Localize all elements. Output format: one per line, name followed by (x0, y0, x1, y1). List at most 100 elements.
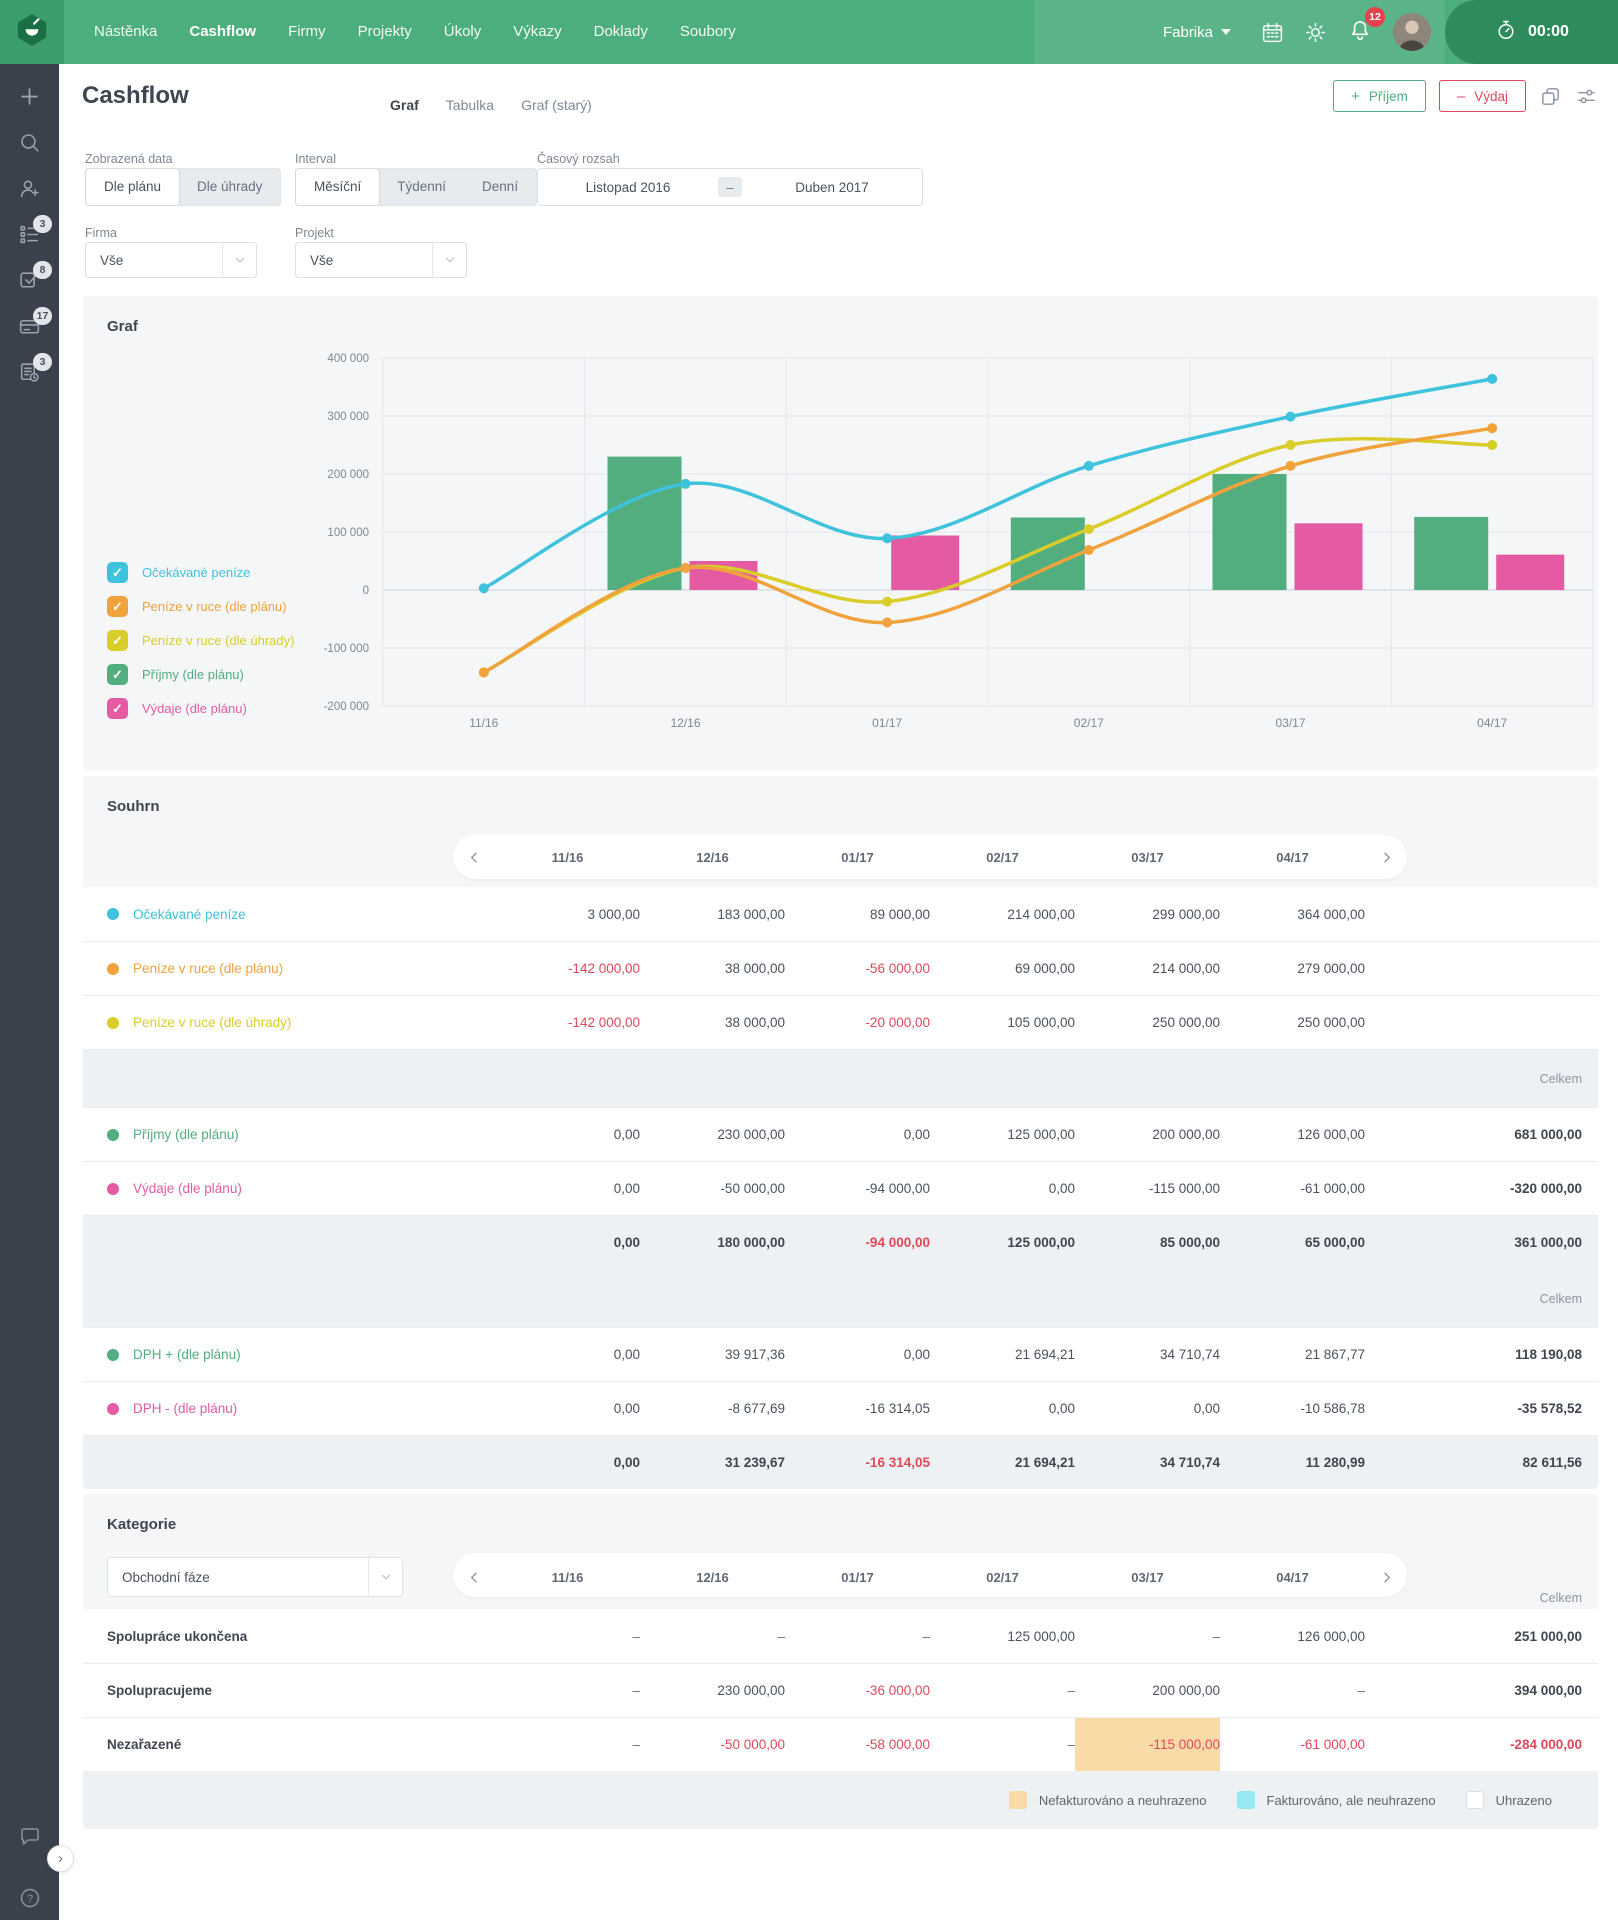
project-select-value: Vše (310, 252, 334, 268)
company-select[interactable]: Vše (85, 242, 257, 278)
value-cell: 200 000,00 (1152, 1683, 1220, 1698)
chat-button[interactable] (0, 1824, 59, 1848)
tab-graf[interactable]: Graf (390, 97, 419, 113)
value-cell: – (1067, 1737, 1075, 1752)
row-label: Očekávané peníze (83, 907, 453, 922)
plus-icon (17, 84, 42, 114)
series-dot (107, 1402, 119, 1415)
value-cell: 3 000,00 (587, 906, 640, 922)
timer-value: 00:00 (1528, 23, 1569, 40)
sidebar-plus-button[interactable] (0, 76, 59, 122)
legend-item-vydaje-dle-planu[interactable]: ✓ Výdaje (dle plánu) (107, 698, 294, 719)
nav-item-cashflow[interactable]: Cashflow (189, 23, 257, 40)
sidebar-document-clock-button[interactable]: 3 (0, 352, 59, 398)
value-cell: 126 000,00 (1297, 1127, 1365, 1142)
legend-item-prijmy-dle-planu[interactable]: ✓ Příjmy (dle plánu) (107, 664, 294, 685)
segment-dle-planu[interactable]: Dle plánu (85, 168, 181, 206)
months-next-button[interactable] (1365, 850, 1407, 865)
nav-item-vykazy[interactable]: Výkazy (513, 23, 562, 40)
nav-item-projekty[interactable]: Projekty (357, 23, 412, 40)
add-expense-button[interactable]: – Výdaj (1438, 80, 1526, 112)
category-type-value: Obchodní fáze (122, 1569, 210, 1585)
sidebar-task-check-button[interactable]: 8 (0, 260, 59, 306)
value-cell: 250 000,00 (1152, 1015, 1220, 1030)
main-navigation: Nástěnka Cashflow Firmy Projekty Úkoly Výkazy… (78, 0, 752, 64)
chevron-down-icon (432, 243, 466, 277)
gear-icon[interactable] (1303, 20, 1328, 45)
chevron-down-icon (368, 1558, 402, 1596)
status-swatch (1465, 1791, 1484, 1809)
value-cell: 125 000,00 (1007, 1235, 1075, 1250)
month-column-header: 11/16 (551, 849, 584, 865)
table-row: DPH - (dle plánu) 0,00 -8 677,69 -16 314,05… (83, 1381, 1598, 1435)
sidebar-search-button[interactable] (0, 122, 59, 168)
nav-item-doklady[interactable]: Doklady (593, 23, 648, 40)
value-cell: -10 586,78 (1300, 1401, 1365, 1416)
legend-item-penize-v-ruce-dle-planu[interactable]: ✓ Peníze v ruce (dle plánu) (107, 596, 294, 617)
months-header: 11/16 12/16 01/17 02/17 03/17 04/17 (83, 827, 1598, 887)
nav-item-ukoly[interactable]: Úkoly (443, 23, 482, 40)
legend-item-ocekavane-penize[interactable]: ✓ Očekávané peníze (107, 562, 294, 583)
segment-dle-uhrady[interactable]: Dle úhrady (197, 179, 263, 194)
search-icon (17, 130, 42, 160)
value-cell: -50 000,00 (720, 1181, 785, 1196)
value-cell: 65 000,00 (1304, 1235, 1365, 1250)
tab-graf-stary[interactable]: Graf (starý) (521, 97, 592, 113)
svg-text:200 000: 200 000 (327, 469, 369, 481)
category-name: Spolupracujeme (107, 1683, 213, 1698)
months-next-button[interactable] (1365, 1570, 1407, 1585)
segment-tydenni[interactable]: Týdenní (397, 179, 447, 194)
month-column-header: 12/16 (696, 849, 729, 865)
months-prev-button[interactable] (453, 1570, 495, 1585)
add-income-button[interactable]: + Příjem (1333, 80, 1426, 112)
sidebar-checklist-button[interactable]: 3 (0, 214, 59, 260)
row-label: Příjmy (dle plánu) (83, 1127, 453, 1142)
value-cell: 31 239,67 (724, 1455, 785, 1470)
notifications-bell[interactable]: 12 (1347, 6, 1385, 48)
time-tracker[interactable]: 00:00 (1445, 0, 1618, 64)
value-cell: 0,00 (903, 1127, 930, 1142)
legend-item-penize-v-ruce-dle-uhrady[interactable]: ✓ Peníze v ruce (dle úhrady) (107, 630, 294, 651)
chart-panel-title: Graf (107, 318, 138, 335)
nav-item-firmy[interactable]: Firmy (288, 23, 326, 40)
nav-item-nastenka[interactable]: Nástěnka (94, 23, 158, 40)
document-clock-icon (17, 360, 42, 390)
series-name: Očekávané peníze (133, 906, 246, 922)
date-range-picker[interactable]: Listopad 2016 – Duben 2017 (537, 168, 923, 206)
sliders-icon[interactable] (1575, 85, 1598, 108)
filter-label-zobrazena-data: Zobrazená data (85, 152, 173, 166)
months-prev-button[interactable] (453, 850, 495, 865)
value-cell: -58 000,00 (865, 1737, 930, 1752)
date-range-to[interactable]: Duben 2017 (795, 179, 869, 195)
data-mode-toggle: Dle plánu Dle úhrady (85, 168, 282, 206)
value-cell: -50 000,00 (720, 1737, 785, 1752)
workspace-switcher[interactable]: Fabrika (1163, 24, 1231, 41)
filter-label-interval: Interval (295, 152, 336, 166)
sidebar-expand-button[interactable]: › (47, 1845, 74, 1872)
segment-mesicni[interactable]: Měsíční (295, 168, 381, 206)
tab-tabulka[interactable]: Tabulka (445, 97, 495, 113)
value-cell: – (777, 1628, 785, 1644)
notification-badge: 12 (1365, 6, 1385, 27)
help-button[interactable]: ? (0, 1886, 59, 1910)
project-select[interactable]: Vše (295, 242, 467, 278)
value-cell: 105 000,00 (1007, 1015, 1075, 1030)
date-range-from[interactable]: Listopad 2016 (585, 179, 671, 195)
duplicate-icon[interactable] (1539, 85, 1562, 108)
calendar-icon[interactable] (1260, 20, 1285, 45)
app-logo[interactable] (0, 0, 64, 64)
value-cell: 38 000,00 (724, 1015, 785, 1030)
series-dot (107, 908, 119, 920)
category-type-select[interactable]: Obchodní fáze (107, 1557, 403, 1597)
status-legend-item-uhrazeno: Uhrazeno (1465, 1791, 1552, 1809)
sidebar-add-person-button[interactable] (0, 168, 59, 214)
checklist-icon (17, 222, 42, 252)
user-avatar[interactable] (1393, 13, 1431, 51)
sidebar-card-button[interactable]: 17 (0, 306, 59, 352)
nav-item-soubory[interactable]: Soubory (679, 23, 736, 40)
filter-label-casovy-rozsah: Časový rozsah (537, 152, 620, 166)
card-icon (17, 314, 42, 344)
categories-panel: Kategorie Obchodní fáze 11/16 12/16 01/17 02… (83, 1494, 1598, 1829)
value-cell: 364 000,00 (1297, 906, 1365, 922)
segment-denni[interactable]: Denní (482, 179, 519, 194)
